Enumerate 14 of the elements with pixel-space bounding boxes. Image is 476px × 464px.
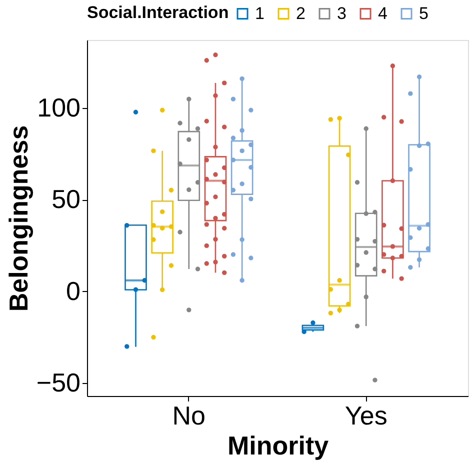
legend-label: 5: [419, 4, 428, 23]
legend-label: 4: [378, 4, 388, 23]
x-tick-label: No: [172, 400, 206, 430]
legend-title: Social.Interaction: [87, 3, 229, 22]
y-tick-label: −50: [36, 368, 80, 398]
x-tick-label: Yes: [344, 400, 388, 430]
legend-label: 3: [337, 4, 346, 23]
y-axis-title: Belongingness: [3, 125, 34, 312]
y-tick-label: 50: [52, 184, 80, 214]
legend-label: 2: [296, 4, 306, 23]
y-tick-label: 100: [37, 92, 80, 122]
x-axis-title: Minority: [227, 430, 330, 460]
legend-label: 1: [255, 4, 264, 23]
y-tick-label: 0: [66, 276, 80, 306]
